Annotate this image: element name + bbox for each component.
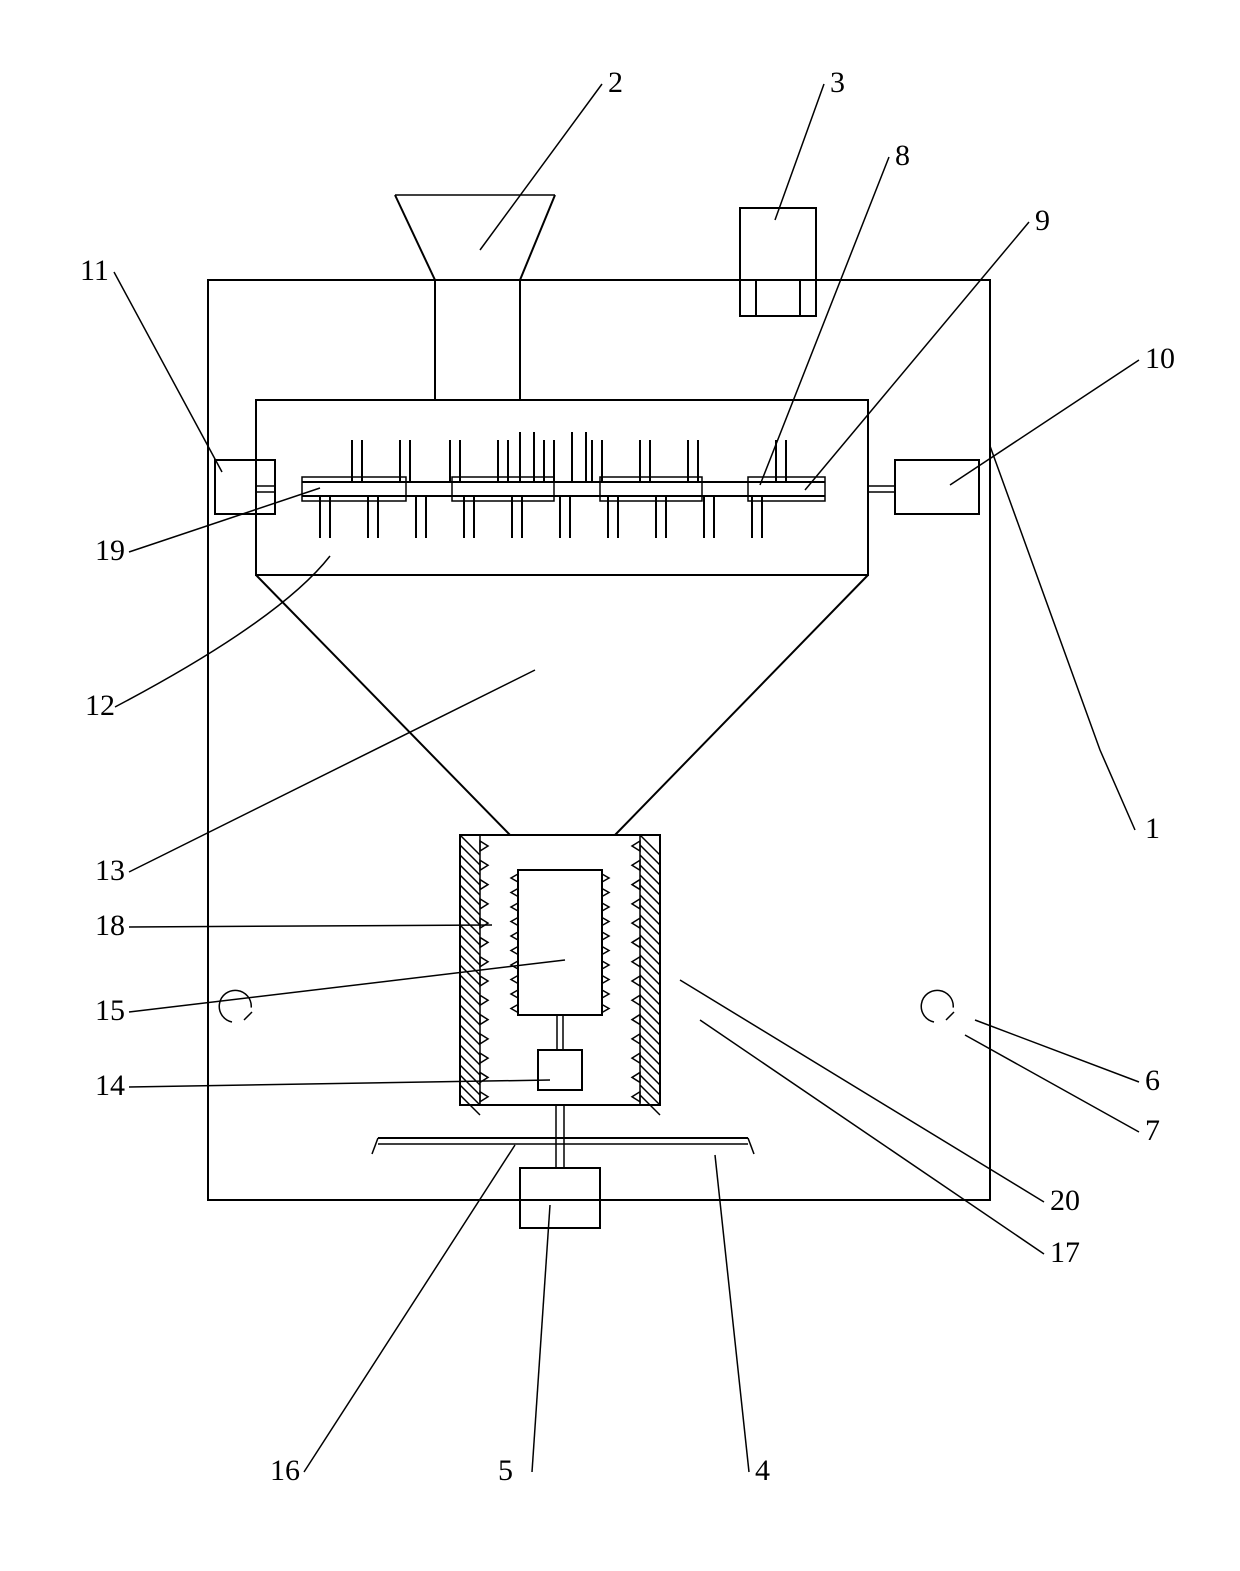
callout-15: 15 bbox=[95, 994, 125, 1027]
callout-19: 19 bbox=[95, 534, 125, 567]
callout-11: 11 bbox=[80, 254, 109, 287]
grinder-inner-motor bbox=[538, 1050, 582, 1090]
callout-12: 12 bbox=[85, 689, 115, 722]
temp-sensor bbox=[756, 280, 800, 316]
callout-4: 4 bbox=[755, 1454, 770, 1487]
grinder-casing bbox=[460, 835, 660, 1105]
callout-8: 8 bbox=[895, 139, 910, 172]
main-motor bbox=[520, 1168, 600, 1228]
crusher-box bbox=[256, 400, 868, 575]
controller bbox=[740, 208, 816, 316]
callout-9: 9 bbox=[1035, 204, 1050, 237]
callout-2: 2 bbox=[608, 66, 623, 99]
callout-7: 7 bbox=[1145, 1114, 1160, 1147]
callout-14: 14 bbox=[95, 1069, 125, 1102]
callout-13: 13 bbox=[95, 854, 125, 887]
callout-5: 5 bbox=[498, 1454, 513, 1487]
callout-17: 17 bbox=[1050, 1236, 1080, 1269]
grind-cylinder bbox=[518, 870, 602, 1015]
callout-1: 1 bbox=[1145, 812, 1160, 845]
technical-diagram: 1234567891011121314151617181920 bbox=[0, 0, 1240, 1571]
callout-18: 18 bbox=[95, 909, 125, 942]
outer-shell bbox=[208, 280, 990, 1200]
callout-20: 20 bbox=[1050, 1184, 1080, 1217]
callout-10: 10 bbox=[1145, 342, 1175, 375]
crusher-motor bbox=[895, 460, 979, 514]
callout-6: 6 bbox=[1145, 1064, 1160, 1097]
callout-16: 16 bbox=[270, 1454, 300, 1487]
callout-3: 3 bbox=[830, 66, 845, 99]
